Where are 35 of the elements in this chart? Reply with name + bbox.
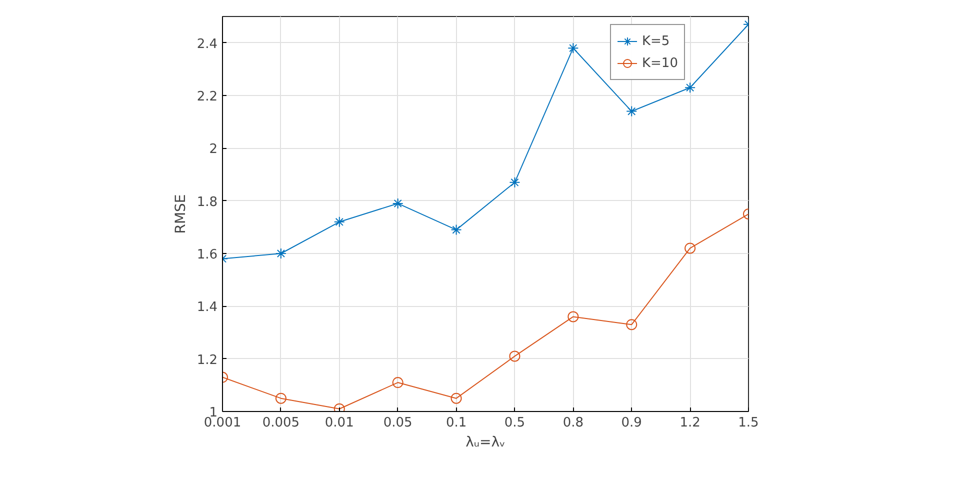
point <box>275 392 286 404</box>
point <box>275 248 286 259</box>
point <box>392 377 404 388</box>
point <box>509 176 520 188</box>
x-axis-title: λᵤ=λᵥ <box>466 434 506 450</box>
x-tick-label: 0.1 <box>446 416 467 430</box>
point <box>626 106 638 117</box>
point <box>626 319 638 330</box>
x-tick-label: 0.5 <box>504 416 526 430</box>
point <box>392 198 404 209</box>
point <box>334 216 345 228</box>
y-tick-label: 1.8 <box>196 194 218 210</box>
y-tick-label: 2 <box>209 142 218 158</box>
point <box>450 224 462 236</box>
x-tick-label: 0.005 <box>262 416 300 430</box>
y-tick-label: 1.4 <box>196 300 218 316</box>
point <box>568 311 579 322</box>
x-tick-label: 0.9 <box>621 416 642 430</box>
x-tick-label: 0.01 <box>324 416 354 430</box>
y-tick-label: 2.4 <box>196 36 218 52</box>
point <box>684 82 696 94</box>
point <box>684 242 696 254</box>
point <box>568 42 579 54</box>
x-tick-label: 0.05 <box>383 416 412 430</box>
y-axis-title: RMSE <box>172 194 189 234</box>
y-tick-label: 1.6 <box>196 248 218 262</box>
point <box>450 392 462 404</box>
y-tick-label: 1.2 <box>196 352 218 368</box>
point <box>509 350 520 362</box>
x-tick-label: 0.8 <box>562 416 584 430</box>
x-tick-label: 1.5 <box>738 416 759 430</box>
x-tick-label: 1.2 <box>680 416 700 430</box>
legend-label: K=10 <box>642 56 678 70</box>
y-tick-label: 2.2 <box>196 90 218 104</box>
legend-label: K=5 <box>642 34 670 48</box>
